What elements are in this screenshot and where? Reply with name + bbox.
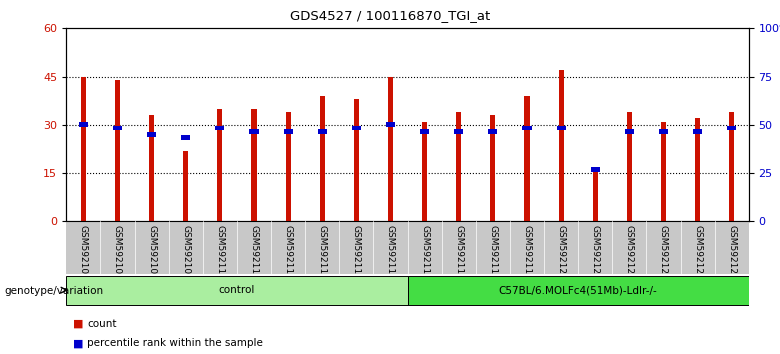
- Bar: [727, 126, 736, 130]
- Text: ■: ■: [73, 338, 83, 348]
- FancyBboxPatch shape: [407, 276, 749, 305]
- Bar: [558, 70, 564, 221]
- Text: GSM592116: GSM592116: [420, 225, 429, 280]
- FancyBboxPatch shape: [66, 276, 407, 305]
- Bar: [454, 129, 463, 133]
- Text: GSM592112: GSM592112: [284, 225, 292, 280]
- Bar: [147, 132, 156, 137]
- Text: GSM592118: GSM592118: [488, 225, 498, 280]
- Bar: [524, 96, 530, 221]
- Text: GSM592107: GSM592107: [113, 225, 122, 280]
- Bar: [149, 115, 154, 221]
- Text: C57BL/6.MOLFc4(51Mb)-Ldlr-/-: C57BL/6.MOLFc4(51Mb)-Ldlr-/-: [498, 285, 658, 295]
- Text: GSM592124: GSM592124: [693, 225, 702, 280]
- Text: ■: ■: [73, 319, 83, 329]
- Text: GSM592121: GSM592121: [590, 225, 600, 280]
- Bar: [320, 96, 324, 221]
- Text: GSM592106: GSM592106: [79, 225, 88, 280]
- Bar: [317, 129, 327, 133]
- Bar: [251, 109, 257, 221]
- Text: percentile rank within the sample: percentile rank within the sample: [87, 338, 263, 348]
- Bar: [661, 121, 666, 221]
- Text: GDS4527 / 100116870_TGI_at: GDS4527 / 100116870_TGI_at: [290, 9, 490, 22]
- Bar: [593, 170, 597, 221]
- Text: GSM592122: GSM592122: [625, 225, 634, 280]
- Bar: [388, 76, 393, 221]
- Bar: [523, 126, 532, 130]
- Bar: [183, 150, 188, 221]
- Bar: [625, 129, 634, 133]
- Bar: [556, 126, 566, 130]
- Text: GSM592123: GSM592123: [659, 225, 668, 280]
- Bar: [215, 126, 225, 130]
- Text: GSM592114: GSM592114: [352, 225, 361, 280]
- Bar: [81, 76, 86, 221]
- Text: GSM592117: GSM592117: [454, 225, 463, 280]
- Bar: [491, 115, 495, 221]
- Bar: [456, 112, 461, 221]
- Bar: [590, 167, 600, 172]
- Bar: [181, 135, 190, 140]
- Text: GSM592108: GSM592108: [147, 225, 156, 280]
- Bar: [420, 129, 429, 133]
- Text: GSM592119: GSM592119: [523, 225, 531, 280]
- Text: GSM592109: GSM592109: [181, 225, 190, 280]
- Text: count: count: [87, 319, 117, 329]
- Bar: [693, 129, 702, 133]
- Text: GSM592110: GSM592110: [215, 225, 225, 280]
- Bar: [729, 112, 734, 221]
- Text: genotype/variation: genotype/variation: [4, 286, 103, 296]
- Bar: [218, 109, 222, 221]
- Bar: [386, 122, 395, 127]
- Text: GSM592111: GSM592111: [250, 225, 258, 280]
- Bar: [627, 112, 632, 221]
- Bar: [352, 126, 361, 130]
- Bar: [659, 129, 668, 133]
- Bar: [285, 112, 291, 221]
- Bar: [115, 80, 120, 221]
- Bar: [354, 99, 359, 221]
- Text: GSM592113: GSM592113: [317, 225, 327, 280]
- Bar: [422, 121, 427, 221]
- Bar: [695, 118, 700, 221]
- Text: GSM592120: GSM592120: [557, 225, 566, 280]
- Text: GSM592115: GSM592115: [386, 225, 395, 280]
- Text: GSM592125: GSM592125: [727, 225, 736, 280]
- Bar: [79, 122, 88, 127]
- Bar: [488, 129, 498, 133]
- Text: control: control: [218, 285, 255, 295]
- Bar: [113, 126, 122, 130]
- Bar: [283, 129, 292, 133]
- Bar: [250, 129, 259, 133]
